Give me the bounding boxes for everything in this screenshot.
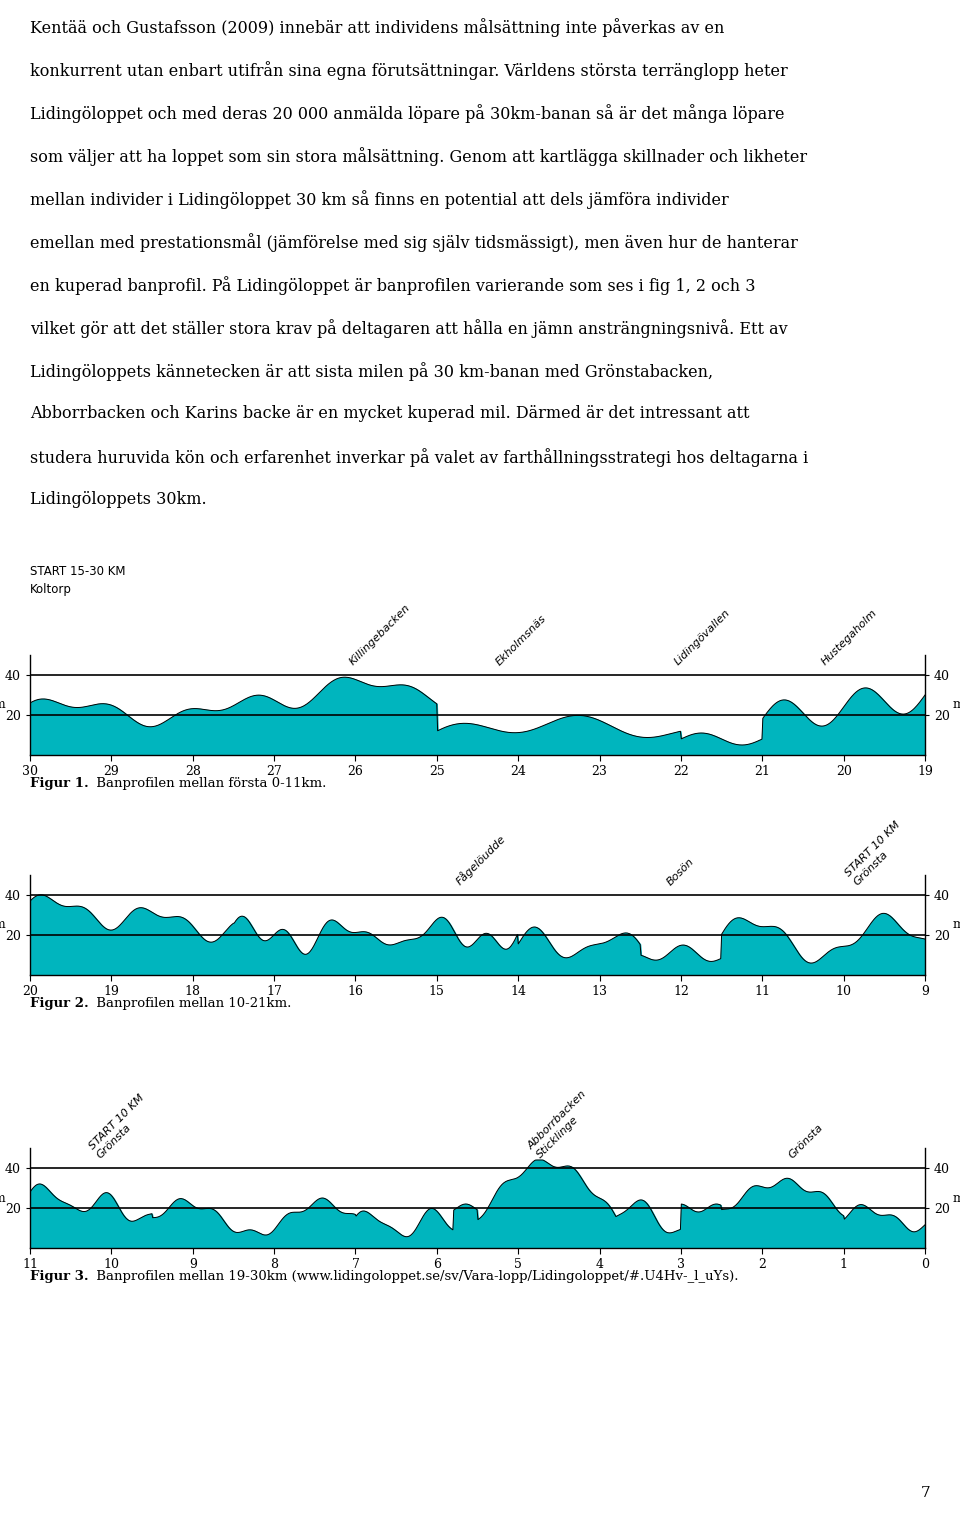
Y-axis label: m: m bbox=[0, 1191, 6, 1205]
Y-axis label: m: m bbox=[0, 919, 6, 931]
Text: START 15-30 KM: START 15-30 KM bbox=[30, 565, 126, 579]
Text: START 10 KM
Grönsta: START 10 KM Grönsta bbox=[844, 820, 911, 887]
Text: konkurrent utan enbart utifrån sina egna förutsättningar. Världens största terrä: konkurrent utan enbart utifrån sina egna… bbox=[30, 61, 788, 81]
Text: Kentää och Gustafsson (2009) innebär att individens målsättning inte påverkas av: Kentää och Gustafsson (2009) innebär att… bbox=[30, 18, 725, 36]
Text: Hustegaholm: Hustegaholm bbox=[819, 608, 878, 667]
Text: mellan individer i Lidingöloppet 30 km så finns en potential att dels jämföra in: mellan individer i Lidingöloppet 30 km s… bbox=[30, 190, 729, 210]
Text: emellan med prestationsmål (jämförelse med sig själv tidsmässigt), men även hur : emellan med prestationsmål (jämförelse m… bbox=[30, 232, 798, 252]
Y-axis label: m: m bbox=[952, 919, 960, 931]
Text: 7: 7 bbox=[921, 1486, 930, 1499]
Text: Abborrbacken
Sticklinge: Abborrbacken Sticklinge bbox=[526, 1089, 597, 1161]
Text: som väljer att ha loppet som sin stora målsättning. Genom att kartlägga skillnad: som väljer att ha loppet som sin stora m… bbox=[30, 147, 807, 166]
Text: Figur 3.: Figur 3. bbox=[30, 1270, 88, 1284]
Text: Abborrbacken och Karins backe är en mycket kuperad mil. Därmed är det intressant: Abborrbacken och Karins backe är en myck… bbox=[30, 406, 750, 422]
Text: Ekholmsnäs: Ekholmsnäs bbox=[493, 612, 548, 667]
Text: Banprofilen mellan första 0-11km.: Banprofilen mellan första 0-11km. bbox=[92, 778, 326, 790]
Text: Grönsta: Grönsta bbox=[786, 1123, 825, 1161]
Text: Figur 2.: Figur 2. bbox=[30, 996, 88, 1010]
Text: Lidingövallen: Lidingövallen bbox=[673, 608, 732, 667]
Text: Figur 1.: Figur 1. bbox=[30, 778, 88, 790]
Text: Killingebacken: Killingebacken bbox=[348, 603, 412, 667]
Y-axis label: m: m bbox=[952, 1191, 960, 1205]
Y-axis label: m: m bbox=[952, 699, 960, 711]
Text: Banprofilen mellan 10-21km.: Banprofilen mellan 10-21km. bbox=[92, 996, 292, 1010]
Text: studera huruvida kön och erfarenhet inverkar på valet av farthållningsstrategi h: studera huruvida kön och erfarenhet inve… bbox=[30, 448, 808, 466]
Text: Lidingöloppets kännetecken är att sista milen på 30 km-banan med Grönstabacken,: Lidingöloppets kännetecken är att sista … bbox=[30, 362, 713, 381]
Text: Lidingöloppets 30km.: Lidingöloppets 30km. bbox=[30, 491, 206, 507]
Text: Koltorp: Koltorp bbox=[30, 583, 72, 595]
Text: Lidingöloppet och med deras 20 000 anmälda löpare på 30km-banan så är det många : Lidingöloppet och med deras 20 000 anmäl… bbox=[30, 103, 784, 123]
Text: Bosön: Bosön bbox=[664, 857, 696, 887]
Y-axis label: m: m bbox=[0, 699, 6, 711]
Text: Banprofilen mellan 19-30km (www.lidingoloppet.se/sv/Vara-lopp/Lidingoloppet/#.U4: Banprofilen mellan 19-30km (www.lidingol… bbox=[92, 1270, 739, 1284]
Text: START 10 KM
Grönsta: START 10 KM Grönsta bbox=[87, 1094, 154, 1161]
Text: Fågelöudde: Fågelöudde bbox=[453, 832, 508, 887]
Text: vilket gör att det ställer stora krav på deltagaren att hålla en jämn ansträngni: vilket gör att det ställer stora krav på… bbox=[30, 319, 787, 337]
Text: en kuperad banprofil. På Lidingöloppet är banprofilen varierande som ses i fig 1: en kuperad banprofil. På Lidingöloppet ä… bbox=[30, 276, 756, 295]
